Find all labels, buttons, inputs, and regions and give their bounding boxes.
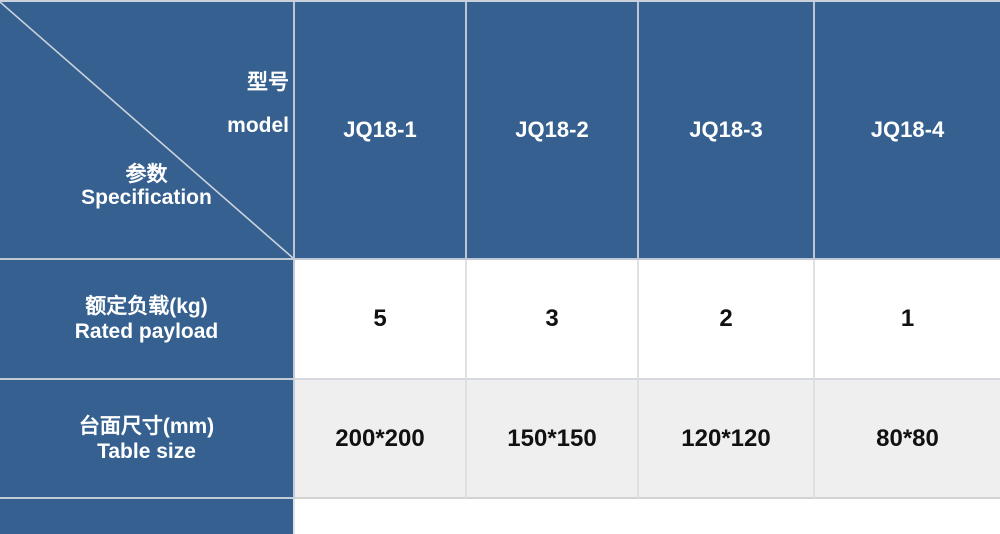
column-header-jq18-3: JQ18-3 <box>637 2 813 260</box>
corner-header-cell: 型号 model 参数 Specification <box>0 2 293 260</box>
value-cell-payload-jq18-2: 3 <box>465 260 637 380</box>
column-axis-label-en: model <box>227 114 289 137</box>
row-label-table-size: 台面尺寸(mm) Table size <box>0 380 293 499</box>
value-cell-size-jq18-1: 200*200 <box>293 380 465 499</box>
row-axis-label-cn: 参数 <box>125 163 168 186</box>
column-header-jq18-4: JQ18-4 <box>813 2 1000 260</box>
row-label-partial <box>0 499 293 534</box>
value-cell-payload-jq18-1: 5 <box>293 260 465 380</box>
corner-row-axis-label: 参数 Specification <box>0 163 293 209</box>
column-header-jq18-1: JQ18-1 <box>293 2 465 260</box>
value-cell-payload-jq18-4: 1 <box>813 260 1000 380</box>
value-cell-size-jq18-4: 80*80 <box>813 380 1000 499</box>
diagonal-divider-line <box>0 2 293 258</box>
row-label-rated-payload-en: Rated payload <box>74 320 219 343</box>
row-label-rated-payload-cn: 额定负载(kg) <box>85 295 208 318</box>
row-axis-label-en: Specification <box>81 186 212 209</box>
value-cell-size-jq18-3: 120*120 <box>637 380 813 499</box>
value-cell-payload-jq18-3: 2 <box>637 260 813 380</box>
value-cell-size-jq18-2: 150*150 <box>465 380 637 499</box>
row-label-table-size-cn: 台面尺寸(mm) <box>78 414 215 438</box>
corner-column-axis-label: 型号 model <box>227 72 289 137</box>
row-label-rated-payload: 额定负载(kg) Rated payload <box>0 260 293 380</box>
row-label-table-size-en: Table size <box>97 439 196 463</box>
column-header-jq18-2: JQ18-2 <box>465 2 637 260</box>
column-axis-label-cn: 型号 <box>247 71 289 94</box>
row-values-partial <box>293 499 1000 534</box>
